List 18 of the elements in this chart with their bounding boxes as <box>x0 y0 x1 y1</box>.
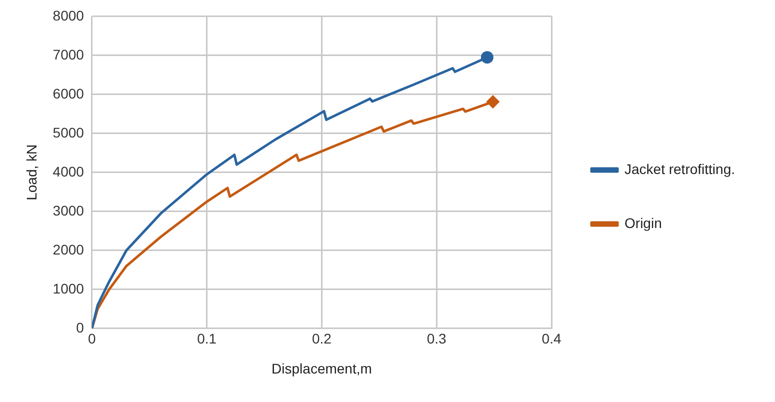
x-tick-label: 0.1 <box>197 330 217 347</box>
legend-label: Jacket retrofitting. <box>624 160 736 177</box>
x-tick-label: 0.3 <box>426 330 447 347</box>
y-tick-label: 5000 <box>52 124 84 140</box>
y-axis-title: Load, kN <box>23 144 40 200</box>
y-tick-label: 8000 <box>52 7 84 24</box>
y-tick-label: 3000 <box>52 202 84 218</box>
legend-label: Origin <box>624 214 662 231</box>
y-tick-label: 2000 <box>52 241 84 258</box>
y-tick-label: 6000 <box>52 85 84 102</box>
x-tick-label: 0 <box>88 330 96 347</box>
x-tick-label: 0.2 <box>312 330 332 347</box>
y-tick-label: 7000 <box>52 46 84 62</box>
x-tick-label: 0.4 <box>542 330 562 347</box>
y-tick-label: 4000 <box>52 163 84 180</box>
y-tick-label: 0 <box>76 319 84 336</box>
y-tick-label: 1000 <box>52 280 84 296</box>
x-axis-title: Displacement,m <box>272 360 372 376</box>
